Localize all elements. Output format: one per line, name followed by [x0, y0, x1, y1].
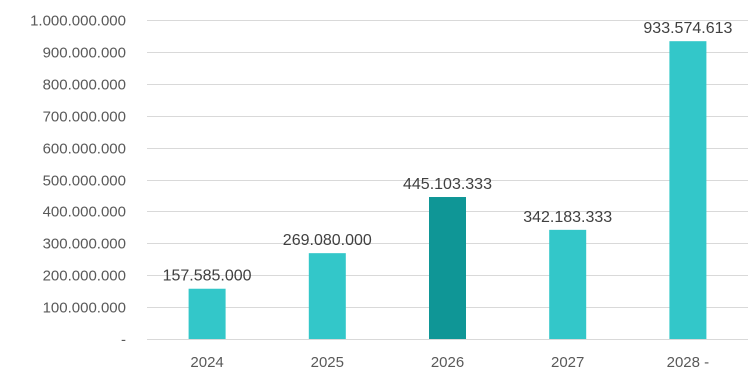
data-label: 445.103.333 — [403, 176, 492, 193]
bar — [669, 41, 707, 339]
y-tick-label: 600.000.000 — [43, 141, 126, 158]
x-tick-label: 2028 - — [667, 354, 710, 371]
bar — [549, 229, 587, 339]
y-tick-label: 200.000.000 — [43, 268, 126, 285]
y-tick-label: - — [121, 332, 126, 349]
bar — [188, 288, 226, 339]
data-labels: 157.585.000 269.080.000 445.103.333 342.183… — [163, 20, 733, 285]
y-tick-label: 500.000.000 — [43, 173, 126, 190]
data-label: 342.183.333 — [523, 209, 612, 226]
data-label: 269.080.000 — [283, 232, 372, 249]
data-label: 157.585.000 — [163, 268, 252, 285]
x-tick-label: 2027 — [551, 354, 584, 371]
bar — [429, 197, 466, 339]
x-tick-label: 2026 — [431, 354, 464, 371]
y-tick-label: 800.000.000 — [43, 77, 126, 94]
y-tick-label: 1.000.000.000 — [30, 13, 126, 30]
y-tick-label: 300.000.000 — [43, 236, 126, 253]
y-tick-label: 400.000.000 — [43, 204, 126, 221]
x-axis-tick-labels: 2024 2025 2026 2027 2028 - — [190, 354, 709, 371]
y-axis-tick-labels: - 100.000.000 200.000.000 300.000.000 400.00… — [30, 13, 126, 349]
bars — [188, 41, 707, 339]
y-tick-label: 700.000.000 — [43, 109, 126, 126]
data-label: 933.574.613 — [643, 20, 732, 37]
bar — [308, 253, 346, 339]
x-tick-label: 2025 — [311, 354, 344, 371]
y-tick-label: 100.000.000 — [43, 300, 126, 317]
y-tick-label: 900.000.000 — [43, 45, 126, 62]
x-tick-label: 2024 — [190, 354, 223, 371]
